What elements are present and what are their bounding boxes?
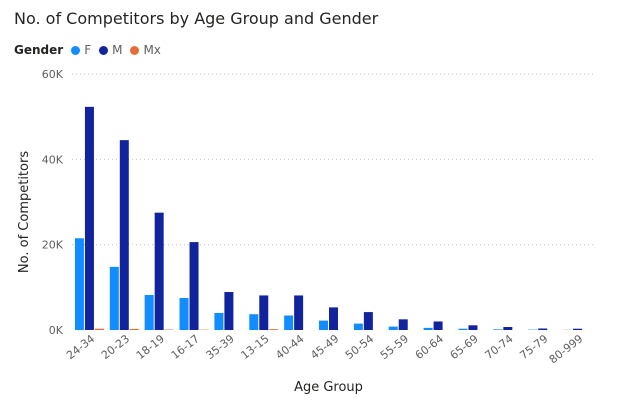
- bar-f: [353, 323, 363, 330]
- bar-f: [109, 266, 119, 330]
- bar-m: [398, 319, 408, 330]
- legend-item-f[interactable]: F: [71, 43, 91, 57]
- x-tick-label: 70-74: [482, 332, 515, 362]
- bar-f: [458, 328, 468, 330]
- bar-m: [189, 242, 199, 330]
- bar-f: [388, 326, 398, 330]
- bar-f: [249, 314, 259, 330]
- x-tick-label: 18-19: [134, 332, 167, 362]
- bar-m: [154, 212, 164, 330]
- bar-mx: [269, 329, 279, 330]
- bar-m: [329, 307, 338, 330]
- x-tick-label: 20-23: [99, 332, 132, 362]
- x-tick-label: 80-999: [547, 332, 586, 366]
- bar-m: [259, 295, 269, 330]
- bar-f: [319, 320, 328, 330]
- x-tick-label: 60-64: [413, 332, 446, 362]
- chart-legend: Gender F M Mx: [14, 43, 169, 57]
- legend-swatch-mx: [130, 45, 140, 55]
- bar-f: [144, 295, 154, 330]
- x-tick-label: 35-39: [204, 332, 237, 362]
- bar-m: [573, 328, 583, 330]
- x-tick-label: 40-44: [273, 332, 306, 362]
- legend-label-m: M: [112, 43, 123, 57]
- bar-m: [363, 312, 373, 330]
- legend-label-mx: Mx: [143, 43, 161, 57]
- bar-f: [284, 315, 294, 330]
- chart-title: No. of Competitors by Age Group and Gend…: [14, 9, 379, 28]
- legend-item-mx[interactable]: Mx: [130, 43, 161, 57]
- bar-f: [493, 329, 503, 330]
- bar-m: [294, 295, 304, 330]
- x-tick-label: 13-15: [238, 332, 271, 362]
- x-axis-title: Age Group: [294, 380, 363, 395]
- legend-swatch-f: [71, 45, 81, 55]
- x-tick-label: 55-59: [378, 332, 411, 362]
- bar-f: [74, 238, 84, 330]
- bar-m: [119, 140, 129, 330]
- bar-m: [468, 325, 478, 330]
- bar-mx: [129, 328, 139, 330]
- bar-mx: [94, 328, 104, 330]
- x-tick-label: 16-17: [169, 332, 202, 362]
- bar-m: [503, 327, 513, 330]
- legend-title: Gender: [14, 43, 64, 57]
- x-tick-label: 24-34: [64, 332, 97, 362]
- x-tick-label: 75-79: [517, 332, 550, 362]
- legend-label-f: F: [84, 43, 92, 57]
- x-tick-label: 45-49: [308, 332, 341, 362]
- bar-f: [179, 298, 189, 330]
- y-tick-label: 60K: [42, 68, 64, 81]
- y-tick-label: 0K: [49, 324, 64, 337]
- y-tick-label: 40K: [42, 153, 64, 166]
- bar-m: [224, 292, 234, 330]
- legend-item-m[interactable]: M: [99, 43, 122, 57]
- bar-f: [423, 327, 433, 330]
- y-tick-label: 20K: [42, 239, 64, 252]
- bar-m: [84, 106, 94, 330]
- bar-m: [538, 328, 548, 330]
- x-tick-label: 65-69: [448, 332, 481, 362]
- y-axis-title: No. of Competitors: [17, 151, 32, 273]
- legend-swatch-m: [99, 45, 109, 55]
- x-tick-label: 50-54: [343, 332, 376, 362]
- bar-f: [214, 312, 224, 330]
- bar-m: [433, 321, 443, 330]
